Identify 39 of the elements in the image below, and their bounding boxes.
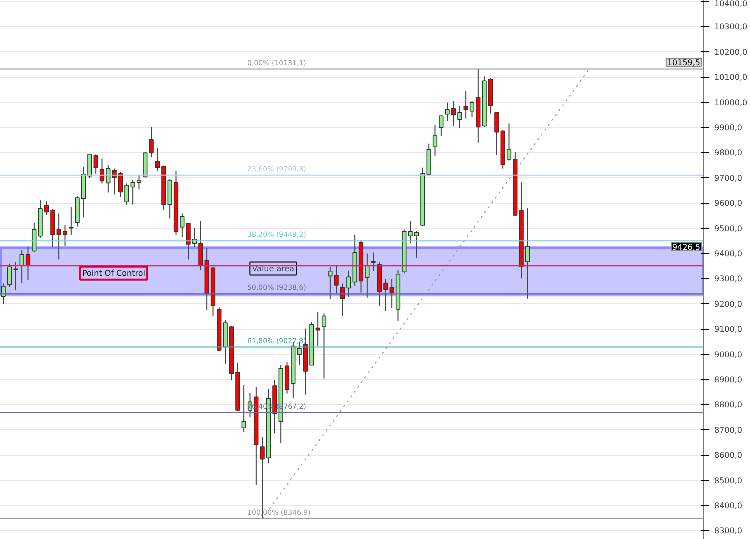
- y-tick-label: 10100,0: [714, 73, 748, 82]
- annotation: 9426,5: [672, 242, 701, 252]
- y-tick-label: 9100,0: [714, 325, 742, 334]
- candlestick: [32, 222, 37, 253]
- candlestick: [432, 124, 438, 157]
- y-tick-label: 8400,0: [714, 501, 742, 510]
- y-tick-label: 8700,0: [714, 426, 742, 435]
- candlestick: [94, 154, 98, 174]
- y-tick-label: 9400,0: [714, 249, 742, 258]
- candlestick: [143, 152, 148, 178]
- y-tick-label: 10200,0: [714, 48, 748, 57]
- y-tick-label: 9500,0: [714, 224, 742, 234]
- y-tick-label: 8800,0: [714, 400, 742, 410]
- y-tick-label: 9000,0: [714, 350, 742, 360]
- y-tick-label: 8900,0: [714, 375, 742, 384]
- candlestick: [316, 312, 320, 347]
- y-tick-label: 9800,0: [714, 148, 742, 158]
- y-tick-label: 8600,0: [714, 451, 742, 460]
- y-tick-label: 8300,0: [714, 526, 742, 536]
- y-tick-label: 10400,0: [714, 0, 748, 8]
- candlestick: [494, 112, 500, 156]
- y-tick-label: 9600,0: [714, 199, 742, 208]
- y-tick-label: 9200,0: [714, 300, 742, 309]
- candlestick: [439, 114, 444, 137]
- y-tick-label: 10000,0: [714, 98, 748, 108]
- y-tick-label: 8500,0: [714, 476, 742, 486]
- candlestick: [334, 264, 339, 294]
- y-tick-label: 9700,0: [714, 174, 742, 183]
- y-tick-label: 9900,0: [714, 124, 742, 132]
- y-tick-label: 9300,0: [714, 274, 742, 284]
- candlestick: [242, 385, 246, 433]
- candlestick: [328, 266, 333, 300]
- y-tick-label: 10300,0: [714, 22, 748, 32]
- candlestick: [149, 126, 154, 158]
- ref-line-label: Point Of Control: [82, 268, 146, 278]
- candlestick: [69, 206, 74, 236]
- candlestick: [371, 252, 376, 272]
- candlestick: [322, 313, 327, 380]
- annotation: 10159,5: [667, 58, 701, 68]
